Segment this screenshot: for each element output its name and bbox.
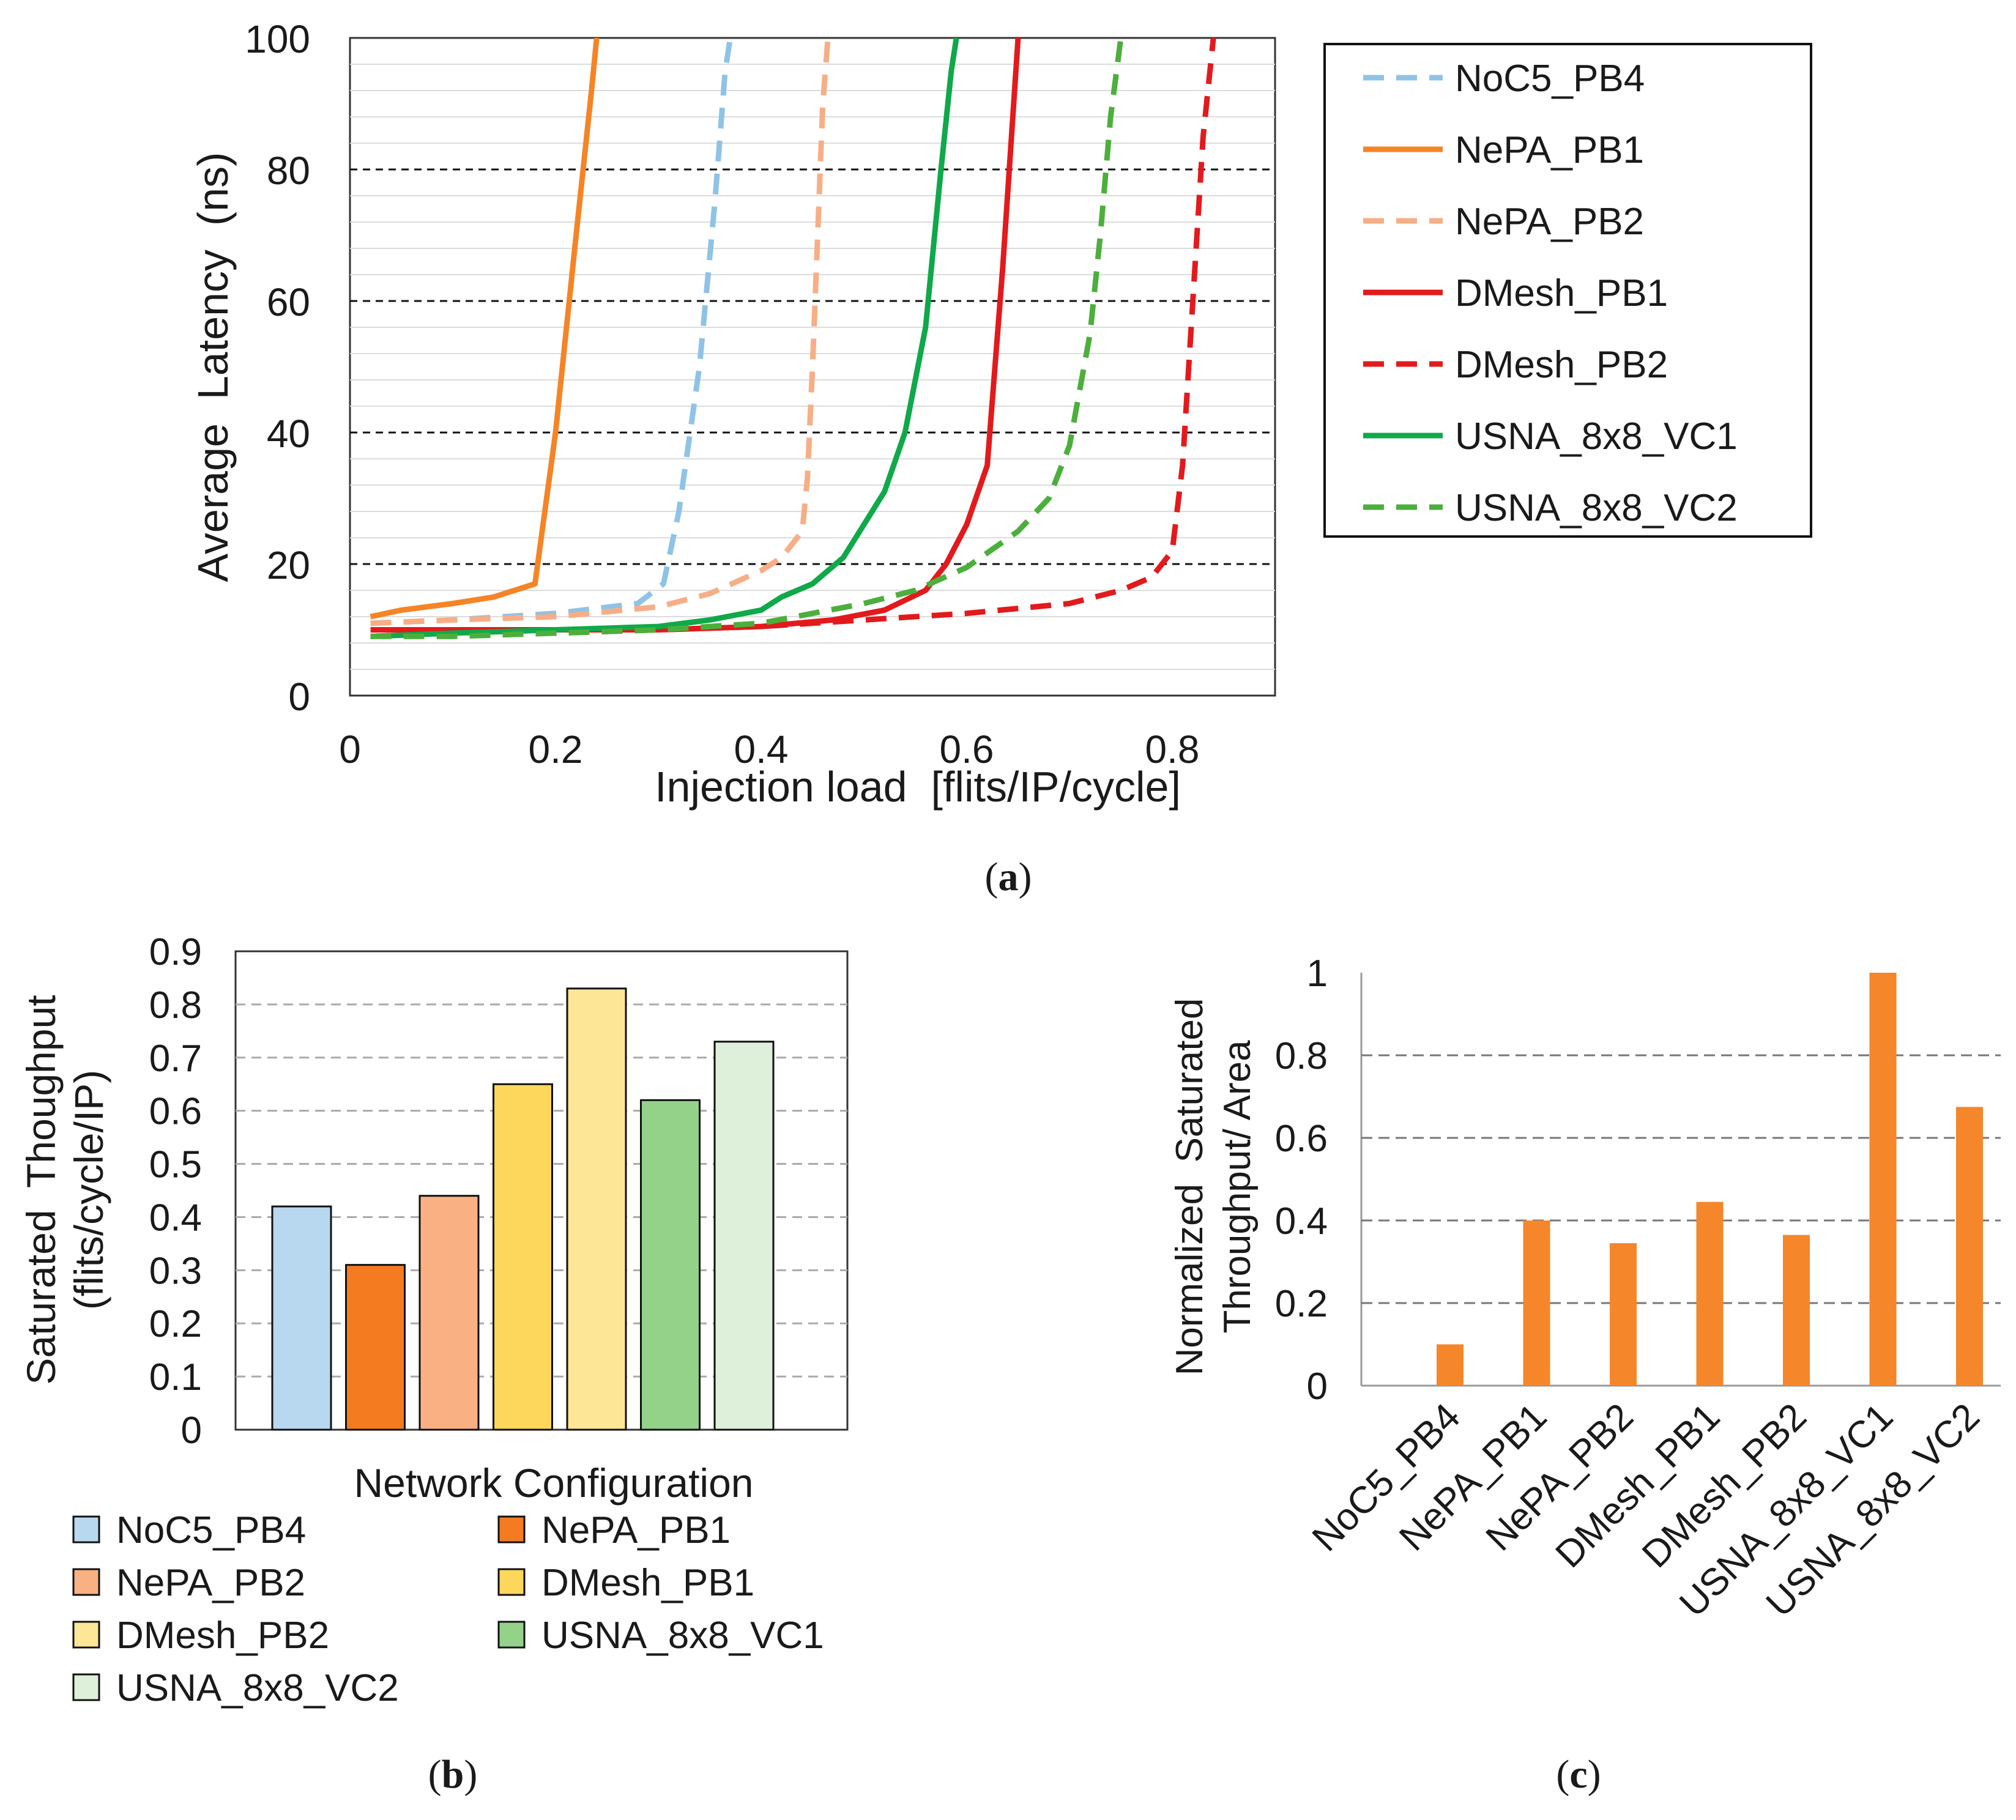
series-line-usna_8x8_vc1: [370, 38, 959, 639]
y-tick-label: 0.3: [149, 1250, 202, 1292]
legend-label: DMesh_PB1: [541, 1562, 754, 1604]
y-tick-label: 60: [267, 280, 310, 324]
legend-entries-a: NoC5_PB4 NePA_PB1 NePA_PB2 DMesh_PB1 DMesh_P…: [1363, 58, 1738, 529]
legend-swatch: [497, 1568, 526, 1596]
legend-label: NePA_PB2: [1455, 201, 1644, 243]
y-tick-label: 40: [267, 412, 310, 456]
y-tick-label: 20: [267, 543, 310, 587]
legend-label: NePA_PB2: [116, 1562, 305, 1604]
series-line-usna_8x8_vc2: [370, 38, 1124, 639]
x-axis-c: NoC5_PB4NePA_PB1NePA_PB2DMesh_PB1DMesh_P…: [1304, 1395, 1988, 1625]
bars-c: [1437, 973, 1983, 1386]
y-tick-label: 0.2: [149, 1303, 202, 1345]
legend-swatch: [497, 1621, 526, 1649]
y-axis-label-c-line2: Throughput/ Area: [1216, 1040, 1259, 1334]
series-line-nepa_pb1: [370, 38, 600, 620]
legend-label: USNA_8x8_VC2: [116, 1667, 399, 1709]
bar-dmesh_pb1: [493, 1083, 553, 1431]
legend-label: NoC5_PB4: [116, 1509, 306, 1551]
y-tick-label: 0: [288, 675, 310, 719]
y-tick-label: 0: [1307, 1365, 1328, 1408]
caption-letter-a: a: [999, 855, 1019, 899]
bar-noc5_pb4: [271, 1205, 332, 1431]
y-tick-label: 1: [1307, 953, 1328, 995]
x-tick-label: 0.8: [1145, 727, 1200, 771]
bar-dmesh_pb2: [1783, 1235, 1810, 1386]
legend-swatch: [72, 1568, 100, 1596]
y-tick-label: 0.5: [149, 1144, 202, 1186]
x-tick-label: 0: [339, 727, 361, 771]
latency-chart: 0 20 40 60 80 100 0 0.2 0.4 0.6 0.8 Injection loa…: [189, 17, 1812, 811]
y-axis-label-b-line1: Saturated Thoughput: [18, 995, 64, 1384]
series-line-nepa_pb2: [370, 38, 831, 626]
y-tick-label: 0.8: [1275, 1035, 1328, 1077]
y-tick-label: 0: [181, 1410, 202, 1452]
y-axis-label-c-line1: Normalized Saturated: [1169, 998, 1211, 1376]
x-axis-label-b: Network Configuration: [354, 1460, 754, 1506]
bar-dmesh_pb1: [1696, 1202, 1724, 1386]
panel-caption-c: (c): [1556, 1752, 1601, 1797]
bar-nepa_pb1: [345, 1264, 406, 1431]
caption-letter-b: b: [442, 1752, 464, 1797]
grid-c: [1361, 1054, 2001, 1304]
y-axis-a: 0 20 40 60 80 100: [245, 17, 310, 719]
x-tick-label: 0.6: [940, 727, 994, 771]
y-axis-label-b: Saturated Thoughput(flits/cycle/IP): [18, 995, 111, 1384]
legend-b: NoC5_PB4 NePA_PB1 NePA_PB2 DMesh_PB1 DMesh_P…: [72, 1509, 824, 1709]
y-tick-label: 0.8: [149, 984, 202, 1027]
x-axis-label-a: Injection load [flits/IP/cycle]: [655, 763, 1181, 811]
bar-noc5_pb4: [1437, 1344, 1464, 1386]
legend-label: USNA_8x8_VC2: [1455, 487, 1738, 529]
y-tick-label: 0.4: [1275, 1200, 1328, 1242]
bar-usna_8x8_vc1: [640, 1099, 701, 1431]
normalized-throughput-area-chart: 0 0.2 0.4 0.6 0.8 1 NoC5_PB4NePA_PB1NePA_PB2D…: [1169, 953, 2001, 1625]
series-line-dmesh_pb2: [370, 38, 1216, 639]
legend-label: DMesh_PB1: [1455, 272, 1668, 314]
y-tick-label: 0.6: [149, 1091, 202, 1133]
y-tick-label: 80: [267, 149, 310, 193]
legend-label: USNA_8x8_VC1: [1455, 415, 1738, 458]
bar-nepa_pb2: [1610, 1243, 1637, 1386]
y-tick-label: 0.7: [149, 1038, 202, 1080]
legend-swatch: [72, 1515, 100, 1543]
y-axis-c: 0 0.2 0.4 0.6 0.8 1: [1275, 953, 1328, 1408]
legend-label: NePA_PB1: [1455, 129, 1644, 171]
y-tick-label: 0.1: [149, 1356, 202, 1398]
panel-caption-b: (b): [428, 1752, 478, 1797]
legend-swatch: [72, 1621, 100, 1649]
y-tick-label: 0.2: [1275, 1283, 1328, 1325]
y-tick-label: 0.9: [149, 931, 202, 973]
x-axis-a: 0 0.2 0.4 0.6 0.8: [339, 727, 1199, 771]
bar-usna_8x8_vc2: [1956, 1107, 1983, 1386]
panel-caption-a: (a): [985, 855, 1032, 899]
bar-usna_8x8_vc1: [1869, 973, 1897, 1386]
bars-b: [271, 987, 775, 1431]
bar-nepa_pb2: [418, 1195, 480, 1431]
x-tick-label: 0.4: [734, 727, 789, 771]
bar-nepa_pb1: [1523, 1220, 1550, 1386]
y-axis-label-b-line2: (flits/cycle/IP): [66, 1070, 111, 1310]
legend-label: NePA_PB1: [541, 1509, 731, 1551]
x-tick-label: 0.2: [529, 727, 583, 771]
y-axis-b: 0 0.1 0.2 0.3 0.4 0.5 0.6 0.7 0.8 0.9: [149, 931, 202, 1452]
legend-swatch: [497, 1515, 526, 1543]
y-tick-label: 0.6: [1275, 1118, 1328, 1160]
legend-label: DMesh_PB2: [116, 1614, 329, 1657]
y-tick-label: 0.4: [149, 1197, 202, 1239]
y-axis-label-a: Average Latency (ns): [189, 152, 237, 582]
legend-label: USNA_8x8_VC1: [541, 1614, 824, 1657]
legend-label: DMesh_PB2: [1455, 344, 1668, 386]
series-lines-a: [370, 38, 1216, 639]
bar-usna_8x8_vc2: [713, 1041, 775, 1431]
bar-dmesh_pb2: [566, 987, 627, 1431]
saturated-throughput-chart: 0 0.1 0.2 0.3 0.4 0.5 0.6 0.7 0.8 0.9 Network Con…: [18, 931, 849, 1709]
y-axis-label-c: Normalized Saturated Throughput/ Area: [1169, 998, 1259, 1376]
caption-letter-c: c: [1569, 1752, 1587, 1797]
y-tick-label: 100: [245, 17, 310, 61]
legend-swatch: [72, 1673, 100, 1701]
legend-label: NoC5_PB4: [1455, 58, 1645, 100]
